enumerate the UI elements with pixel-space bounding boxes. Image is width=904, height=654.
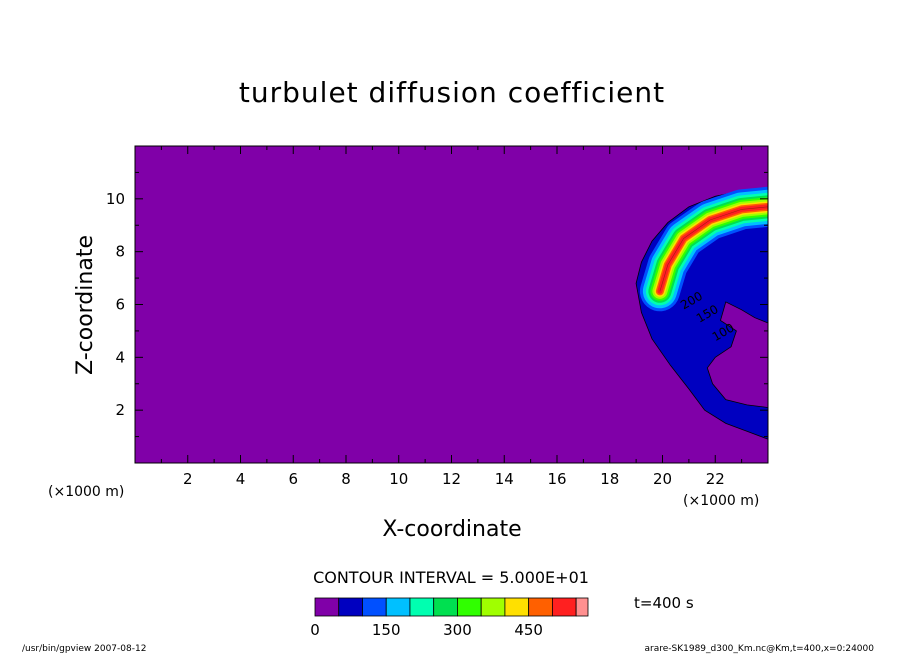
x-tick-label: 2 bbox=[183, 470, 193, 488]
y-tick-label: 8 bbox=[115, 243, 125, 261]
colorbar bbox=[314, 597, 589, 617]
colorbar-swatch bbox=[528, 597, 553, 617]
contour-line-level-10 bbox=[659, 206, 768, 292]
x-tick-label: 22 bbox=[706, 470, 725, 488]
colorbar-swatch bbox=[314, 597, 340, 617]
contour-interval-label: CONTOUR INTERVAL = 5.000E+01 bbox=[313, 568, 589, 587]
colorbar-tick-label: 150 bbox=[372, 621, 401, 639]
y-axis-ticks: 2 4 6 8 10 bbox=[106, 171, 768, 438]
footer-left: /usr/bin/gpview 2007-08-12 bbox=[22, 644, 146, 654]
colorbar-swatch bbox=[433, 597, 458, 617]
x-axis-ticks: 2 4 6 8 10 12 14 16 18 20 22 bbox=[160, 146, 743, 488]
colorbar-swatch bbox=[385, 597, 411, 617]
colorbar-tick-labels: 0 150 300 450 bbox=[310, 621, 543, 639]
colorbar-swatch bbox=[409, 597, 435, 617]
diffusion-field bbox=[635, 186, 768, 440]
colorbar-swatch bbox=[480, 597, 506, 617]
colorbar-tick-label: 450 bbox=[514, 621, 543, 639]
y-tick-label: 10 bbox=[106, 190, 125, 208]
colorbar-tick-label: 0 bbox=[310, 621, 320, 639]
y-tick-label: 2 bbox=[115, 401, 125, 419]
colorbar-swatch bbox=[575, 597, 589, 617]
x-tick-label: 16 bbox=[547, 470, 566, 488]
footer-right: arare-SK1989_d300_Km.nc@Km,t=400,x=0:240… bbox=[644, 644, 874, 654]
contour-fill-level-10 bbox=[657, 204, 768, 294]
x-unit-right: (×1000 m) bbox=[683, 493, 759, 509]
time-label: t=400 s bbox=[634, 594, 694, 612]
colorbar-swatch bbox=[362, 597, 387, 617]
colorbar-swatch bbox=[457, 597, 482, 617]
x-tick-label: 18 bbox=[600, 470, 619, 488]
chart-title: turbulet diffusion coefficient bbox=[239, 76, 665, 109]
x-tick-label: 4 bbox=[236, 470, 246, 488]
y-axis-label: Z-coordinate bbox=[73, 235, 98, 375]
colorbar-swatch bbox=[338, 597, 363, 617]
y-tick-label: 6 bbox=[115, 296, 125, 314]
colorbar-swatch bbox=[551, 597, 577, 617]
x-tick-label: 10 bbox=[389, 470, 408, 488]
x-unit-left: (×1000 m) bbox=[48, 484, 124, 500]
x-axis-label: X-coordinate bbox=[382, 517, 521, 542]
colorbar-tick-label: 300 bbox=[443, 621, 472, 639]
x-tick-label: 14 bbox=[495, 470, 514, 488]
x-tick-label: 8 bbox=[341, 470, 351, 488]
x-tick-label: 20 bbox=[653, 470, 672, 488]
x-tick-label: 6 bbox=[288, 470, 298, 488]
y-tick-label: 4 bbox=[115, 348, 125, 366]
colorbar-swatch bbox=[504, 597, 530, 617]
x-tick-label: 12 bbox=[442, 470, 461, 488]
